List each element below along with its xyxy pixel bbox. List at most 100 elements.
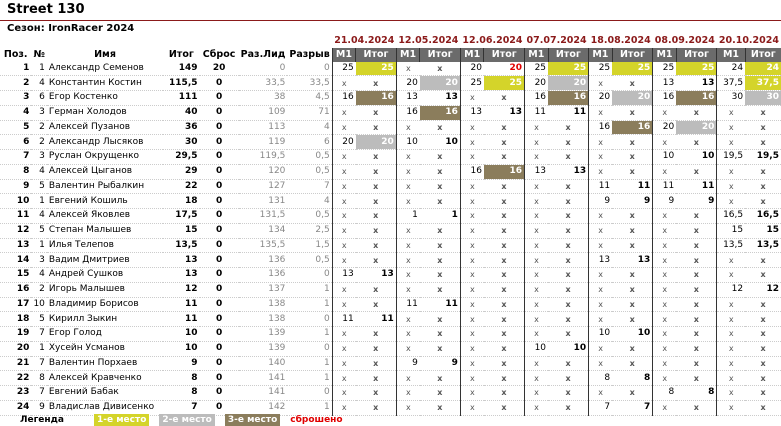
round-itog: x xyxy=(483,385,525,401)
round-m1: x xyxy=(395,223,420,239)
round-itog: x xyxy=(419,149,461,165)
round-m1: 13 xyxy=(652,75,677,91)
round-itog: x xyxy=(548,252,589,268)
row-pos: 22 xyxy=(0,370,32,386)
row-gap: 0,5 xyxy=(287,208,333,224)
round-itog: x xyxy=(483,252,525,268)
col-pos[interactable]: Поз. xyxy=(3,49,28,61)
legend-second: 2-е место xyxy=(159,414,215,426)
round-date: 20.10.2024 xyxy=(718,35,779,47)
row-name: Алексей Цыганов xyxy=(46,164,164,180)
row-pos: 9 xyxy=(0,179,32,195)
round-m1: x xyxy=(588,164,613,180)
round-m1: x xyxy=(395,341,420,357)
row-num: 5 xyxy=(31,223,47,239)
round-m1: 20 xyxy=(395,75,420,91)
round-itog: x xyxy=(745,341,781,357)
round-m1: 30 xyxy=(716,90,746,106)
row-drop: 0 xyxy=(199,370,239,386)
round-itog: x xyxy=(355,120,397,136)
row-total: 18 xyxy=(163,193,200,209)
round-itog: x xyxy=(676,341,717,357)
row-gap-leader: 33,5 xyxy=(238,75,288,91)
round-itog: x xyxy=(355,385,397,401)
table-row: 19 7 Егор Голод 10 0 139 1 x x x x x x x x 10 10 x x x x xyxy=(0,326,781,342)
round-m1: x xyxy=(459,297,484,313)
row-gap-leader: 135,5 xyxy=(238,238,288,254)
col-m1: M1 xyxy=(524,47,549,62)
round-m1: x xyxy=(524,134,549,150)
round-itog: x xyxy=(483,223,525,239)
round-itog: x xyxy=(419,400,461,416)
round-m1: x xyxy=(395,385,420,401)
row-pos: 14 xyxy=(0,252,32,268)
col-gap-leader[interactable]: Раз.Лид xyxy=(240,49,286,61)
row-drop: 0 xyxy=(199,356,239,372)
round-itog: x xyxy=(483,297,525,313)
col-m1: M1 xyxy=(395,47,420,62)
round-itog: x xyxy=(745,400,781,416)
row-drop: 0 xyxy=(199,105,239,121)
round-m1: x xyxy=(395,311,420,327)
round-m1: x xyxy=(652,164,677,180)
round-m1: 1 xyxy=(395,208,420,224)
round-m1: 13 xyxy=(588,252,613,268)
row-total: 29,5 xyxy=(163,149,200,165)
round-m1: x xyxy=(652,105,677,121)
round-m1: x xyxy=(459,341,484,357)
table-row: 12 5 Степан Малышев 15 0 134 2,5 x x x x x x x x x x x x 15… xyxy=(0,223,781,239)
col-total[interactable]: Итог xyxy=(168,49,194,61)
row-pos: 16 xyxy=(0,282,32,298)
col-drop[interactable]: Сброс xyxy=(202,49,236,61)
round-itog: x xyxy=(745,252,781,268)
round-m1: 20 xyxy=(459,61,484,77)
round-m1: x xyxy=(652,267,677,283)
row-name: Алексей Кравченко xyxy=(46,370,164,386)
round-m1: 13 xyxy=(524,164,549,180)
round-m1: x xyxy=(395,61,420,77)
legend: Легенда 1-е место 2-е место 3-е место сб… xyxy=(20,414,353,426)
round-m1: 13,5 xyxy=(716,238,746,254)
round-itog: x xyxy=(483,179,525,195)
row-gap: 4,5 xyxy=(287,90,333,106)
round-itog: 20 xyxy=(419,75,461,91)
round-m1: x xyxy=(652,311,677,327)
round-itog: 16 xyxy=(612,120,653,136)
round-itog: x xyxy=(548,134,589,150)
row-gap-leader: 136 xyxy=(238,267,288,283)
round-m1: 10 xyxy=(524,341,549,357)
col-itog: Итог xyxy=(483,47,525,62)
row-name: Владимир Борисов xyxy=(46,297,164,313)
legend-label: Легенда xyxy=(20,415,64,425)
row-gap-leader: 142 xyxy=(238,400,288,416)
row-gap-leader: 141 xyxy=(238,385,288,401)
round-m1: x xyxy=(588,208,613,224)
round-itog: x xyxy=(419,164,461,180)
col-name[interactable]: Имя xyxy=(94,49,116,61)
round-itog: x xyxy=(745,370,781,386)
round-itog: x xyxy=(745,164,781,180)
col-num[interactable]: № xyxy=(33,49,45,61)
round-m1: x xyxy=(524,149,549,165)
round-itog: x xyxy=(483,149,525,165)
table-row: 17 10 Владимир Борисов 11 0 138 1 x x 11 11 x x x x x x x… xyxy=(0,297,781,313)
col-gap[interactable]: Разрыв xyxy=(289,49,330,61)
round-itog: 25 xyxy=(548,61,589,77)
table-row: 20 1 Хусейн Усманов 10 0 139 0 x x x x x x 10 10 x x x x x x xyxy=(0,341,781,357)
col-m1: M1 xyxy=(716,47,746,62)
row-drop: 0 xyxy=(199,208,239,224)
row-pos: 6 xyxy=(0,134,32,150)
round-itog: x xyxy=(355,282,397,298)
round-itog: x xyxy=(612,134,653,150)
round-itog: x xyxy=(612,341,653,357)
round-m1: x xyxy=(459,193,484,209)
legend-dropped: сброшено xyxy=(290,415,343,425)
row-gap: 6 xyxy=(287,134,333,150)
row-num: 7 xyxy=(31,326,47,342)
row-drop: 0 xyxy=(199,311,239,327)
round-itog: 25 xyxy=(483,75,525,91)
row-num: 1 xyxy=(31,341,47,357)
row-total: 8 xyxy=(163,370,200,386)
row-pos: 15 xyxy=(0,267,32,283)
table-row: 3 6 Егор Костенко 111 0 38 4,5 16 16 13 13 x x 16 16 20… xyxy=(0,90,781,106)
